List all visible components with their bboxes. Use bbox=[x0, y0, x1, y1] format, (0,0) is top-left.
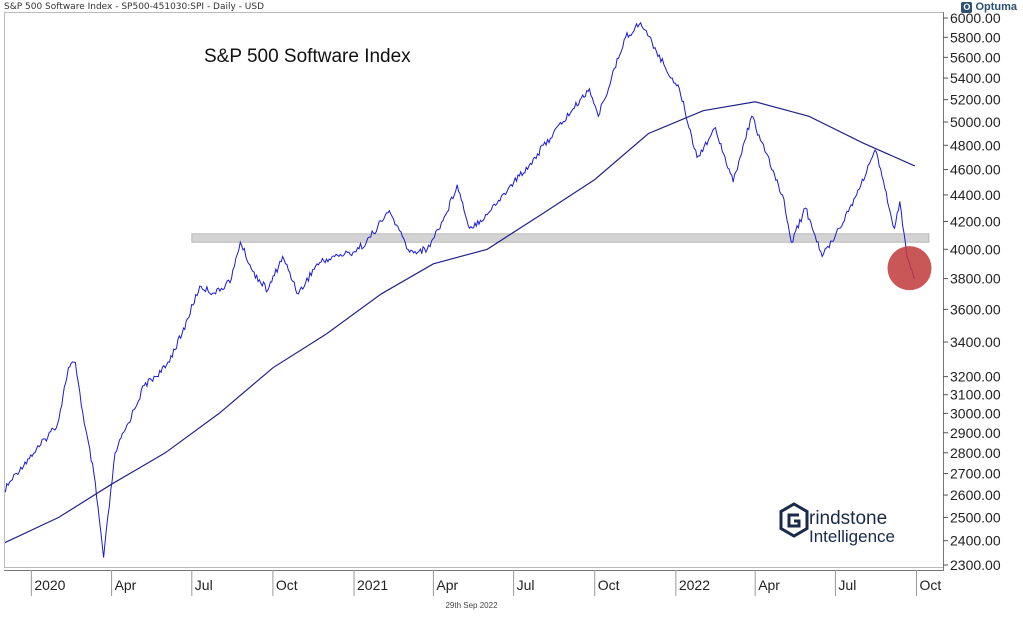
optuma-brand-label: Optuma bbox=[975, 1, 1017, 13]
y-tick-label: 5800.00 bbox=[950, 29, 1001, 45]
x-tick-label: Apr bbox=[436, 577, 458, 593]
footer-date: 29th Sep 2022 bbox=[445, 601, 498, 610]
x-tick-label: Jul bbox=[838, 577, 856, 593]
highlight-circle bbox=[887, 246, 932, 291]
y-tick-label: 4800.00 bbox=[950, 137, 1001, 153]
chart-title: S&P 500 Software Index bbox=[204, 46, 411, 67]
y-tick-label: 5600.00 bbox=[950, 49, 1001, 65]
y-tick-label: 6000.00 bbox=[950, 10, 1001, 26]
price-series-path bbox=[3, 21, 916, 558]
y-tick-label: 3400.00 bbox=[950, 334, 1001, 350]
optuma-logo-icon: O bbox=[961, 1, 973, 13]
x-tick-label: 2021 bbox=[357, 577, 388, 593]
optuma-brand: O Optuma bbox=[961, 1, 1017, 13]
y-tick-label: 5200.00 bbox=[950, 92, 1001, 108]
moving-average-line bbox=[3, 101, 916, 544]
plot-frame bbox=[4, 12, 944, 568]
y-tick-label: 3200.00 bbox=[950, 369, 1001, 385]
y-tick-label: 2800.00 bbox=[950, 445, 1001, 461]
x-tick-label: Jul bbox=[517, 577, 535, 593]
wordmark-line1: rindstone bbox=[809, 508, 888, 529]
grindstone-logo-icon bbox=[779, 502, 809, 538]
y-tick-label: 2600.00 bbox=[950, 487, 1001, 503]
x-tick-label: Jul bbox=[195, 577, 213, 593]
x-tick-label: Oct bbox=[920, 577, 942, 593]
price-line bbox=[3, 21, 916, 558]
y-tick-label: 2400.00 bbox=[950, 533, 1001, 549]
x-tick-label: Apr bbox=[115, 577, 137, 593]
y-tick-label: 4200.00 bbox=[950, 213, 1001, 229]
y-tick-label: 4600.00 bbox=[950, 162, 1001, 178]
x-axis-ticks: 2020 Apr Jul Oct 2021 Apr Jul Oct 2022 Apr Jul Oct bbox=[30, 570, 942, 596]
y-tick-label: 4000.00 bbox=[950, 241, 1001, 257]
x-tick-label: Oct bbox=[598, 577, 620, 593]
y-tick-label: 4400.00 bbox=[950, 187, 1001, 203]
breakdown-circle bbox=[887, 246, 932, 291]
y-tick-label: 3100.00 bbox=[950, 387, 1001, 403]
ma-series-path bbox=[3, 101, 916, 544]
chart-info-header: S&P 500 Software Index - SP500-451030:SP… bbox=[4, 2, 265, 12]
x-tick-label: Apr bbox=[758, 577, 780, 593]
y-tick-label: 5000.00 bbox=[950, 114, 1001, 130]
y-tick-label: 3000.00 bbox=[950, 405, 1001, 421]
y-tick-label: 2300.00 bbox=[950, 557, 1001, 573]
y-tick-label: 2500.00 bbox=[950, 509, 1001, 525]
support-band-rect bbox=[191, 233, 930, 243]
y-tick-label: 2700.00 bbox=[950, 466, 1001, 482]
y-tick-label: 5400.00 bbox=[950, 70, 1001, 86]
grindstone-wordmark: rindstone Intelligence bbox=[809, 508, 896, 546]
wordmark-line2: Intelligence bbox=[809, 527, 896, 546]
x-tick-label: 2020 bbox=[34, 577, 65, 593]
x-tick-label: Oct bbox=[276, 577, 298, 593]
y-tick-label: 3600.00 bbox=[950, 301, 1001, 317]
y-tick-label: 2900.00 bbox=[950, 425, 1001, 441]
y-axis-ticks: 6000.00 5800.00 5600.00 5400.00 5200.00 5000.… bbox=[943, 10, 1001, 573]
y-tick-label: 3800.00 bbox=[950, 271, 1001, 287]
support-band bbox=[191, 233, 930, 243]
x-tick-label: 2022 bbox=[679, 577, 710, 593]
